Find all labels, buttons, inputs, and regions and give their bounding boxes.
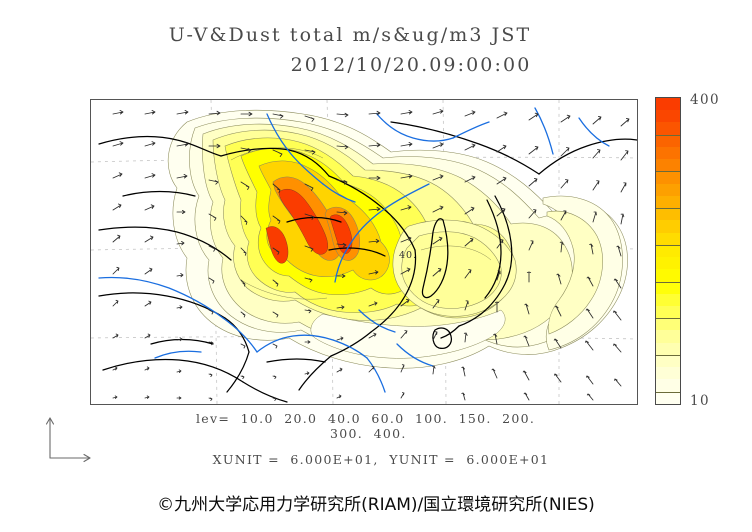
colorbar-band bbox=[656, 183, 680, 196]
colorbar-band bbox=[656, 379, 680, 392]
colorbar-max-label: 400 bbox=[690, 92, 720, 108]
colorbar-band bbox=[656, 171, 680, 184]
colorbar-min-label: 10 bbox=[690, 393, 710, 409]
colorbar-band bbox=[656, 122, 680, 135]
chart-title-line1: U-V&Dust total m/s&ug/m3 JST bbox=[168, 24, 532, 46]
contour-levels-line2: 300. 400. bbox=[330, 426, 407, 441]
colorbar bbox=[655, 97, 681, 405]
rivers bbox=[98, 107, 610, 393]
colorbar-band bbox=[656, 232, 680, 245]
map-plot-area: 40. bbox=[90, 99, 638, 405]
copyright-credit: ©九州大学応用力学研究所(RIAM)/国立環境研究所(NIES) bbox=[157, 495, 595, 515]
svg-text:40.: 40. bbox=[399, 250, 417, 261]
colorbar-band bbox=[656, 98, 680, 111]
dust-contour-400-core-c bbox=[265, 226, 289, 264]
colorbar-band bbox=[656, 220, 680, 233]
colorbar-band bbox=[656, 159, 680, 172]
dust-contour-southwest-tail bbox=[310, 309, 506, 359]
contour-lines bbox=[230, 147, 492, 300]
colorbar-band bbox=[656, 342, 680, 355]
dust-contour-400-core-b bbox=[329, 214, 353, 254]
chart-title-datetime: 2012/10/20.09:00:00 bbox=[290, 54, 532, 76]
colorbar-band bbox=[656, 244, 680, 258]
wind-vectors bbox=[112, 109, 630, 401]
colorbar-band bbox=[656, 391, 680, 404]
contour-levels-line1: lev= 10.0 20.0 40.0 60.0 100. 150. 200. bbox=[196, 411, 536, 426]
dust-contour-east-tongue-inner bbox=[546, 210, 603, 335]
axis-units-line: XUNIT = 6.000E+01, YUNIT = 6.000E+01 bbox=[212, 452, 550, 467]
dust-concentration-field bbox=[167, 109, 628, 369]
dust-contour-400-core-a bbox=[278, 189, 328, 255]
colorbar-band bbox=[656, 293, 680, 306]
colorbar-band bbox=[656, 330, 680, 343]
colorbar-band bbox=[656, 110, 680, 123]
colorbar-band bbox=[656, 305, 680, 319]
colorbar-band bbox=[656, 269, 680, 282]
reference-vector-axes bbox=[42, 406, 112, 466]
contour-label-40: 40. bbox=[399, 250, 417, 261]
colorbar-band bbox=[656, 257, 680, 270]
colorbar-band bbox=[656, 281, 680, 294]
colorbar-band bbox=[656, 146, 680, 160]
colorbar-band bbox=[656, 318, 680, 331]
colorbar-band bbox=[656, 208, 680, 221]
colorbar-band bbox=[656, 134, 680, 147]
colorbar-band bbox=[656, 195, 680, 209]
colorbar-band bbox=[656, 367, 680, 380]
colorbar-band bbox=[656, 354, 680, 368]
